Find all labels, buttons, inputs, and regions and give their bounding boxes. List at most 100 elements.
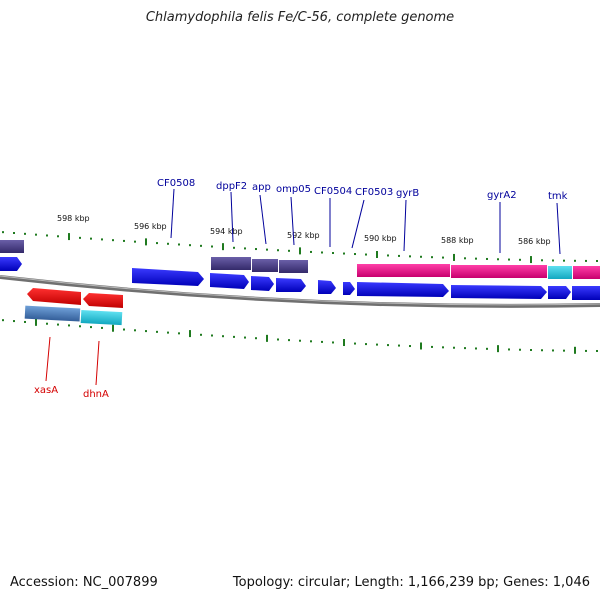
minor-tick — [376, 343, 378, 346]
feature-track-outer — [0, 240, 600, 279]
major-tick — [574, 346, 576, 354]
minor-tick — [156, 330, 158, 333]
minor-tick — [596, 349, 598, 352]
feature-block — [211, 257, 251, 270]
feature-block — [252, 259, 278, 272]
minor-tick — [365, 253, 367, 256]
major-tick — [299, 247, 301, 255]
feature-track-inner — [24, 305, 123, 326]
minor-tick — [387, 344, 389, 347]
minor-tick — [233, 335, 235, 338]
minor-tick — [90, 237, 92, 240]
minor-tick — [486, 347, 488, 350]
cds-arrow — [0, 257, 22, 271]
minor-tick — [13, 231, 15, 234]
minor-tick — [2, 319, 4, 322]
major-tick — [266, 334, 268, 342]
cds-arrow — [572, 286, 600, 300]
minor-tick — [574, 259, 576, 262]
minor-tick — [211, 334, 213, 337]
minor-tick — [167, 331, 169, 334]
minor-tick — [288, 249, 290, 252]
scale-ticks-inner — [2, 318, 598, 354]
minor-tick — [475, 257, 477, 260]
feature-block — [24, 305, 81, 322]
minor-tick — [145, 330, 147, 333]
minor-tick — [123, 328, 125, 331]
minor-tick — [321, 251, 323, 254]
minor-tick — [112, 239, 114, 242]
cds-arrow — [357, 282, 449, 297]
scale-label: 598 kbp — [57, 214, 90, 223]
major-tick — [453, 253, 455, 261]
gene-label: dhnA — [83, 389, 109, 400]
gene-label: CF0504 — [314, 186, 352, 197]
minor-tick — [101, 238, 103, 241]
minor-tick — [101, 326, 103, 329]
minor-tick — [519, 348, 521, 351]
label-leaders-top — [170, 188, 561, 255]
scale-label: 596 kbp — [134, 222, 167, 231]
minor-tick — [563, 349, 565, 352]
gene-label: CF0508 — [157, 178, 195, 189]
minor-tick — [35, 233, 37, 236]
minor-tick — [321, 340, 323, 343]
minor-tick — [508, 258, 510, 261]
minor-tick — [453, 346, 455, 349]
major-tick — [420, 342, 422, 350]
scale-label: 590 kbp — [364, 234, 397, 243]
minor-tick — [332, 341, 334, 344]
minor-tick — [420, 255, 422, 258]
gene-label: CF0503 — [355, 187, 393, 198]
minor-tick — [365, 343, 367, 346]
feature-block — [0, 240, 24, 253]
minor-tick — [398, 344, 400, 347]
major-tick — [343, 339, 345, 347]
minor-tick — [255, 337, 257, 340]
minor-tick — [464, 257, 466, 260]
minor-tick — [200, 244, 202, 247]
label-leaders-bottom — [45, 336, 100, 386]
minor-tick — [200, 333, 202, 336]
feature-block — [548, 266, 572, 279]
minor-tick — [244, 247, 246, 250]
major-tick — [35, 318, 37, 326]
gene-label: gyrB — [396, 188, 419, 199]
major-tick — [222, 243, 224, 251]
minor-tick — [596, 259, 598, 262]
minor-tick — [57, 235, 59, 238]
minor-tick — [156, 242, 158, 245]
scale-labels: 598 kbp 596 kbp 594 kbp 592 kbp 590 kbp … — [57, 214, 551, 246]
gene-label: app — [252, 182, 271, 193]
gene-labels-top: CF0508 dppF2 app omp05 CF0504 CF0503 gyr… — [157, 178, 568, 202]
minor-tick — [233, 246, 235, 249]
gene-label: xasA — [34, 385, 58, 396]
minor-tick — [563, 259, 565, 262]
minor-tick — [530, 349, 532, 352]
scale-ticks-outer — [2, 231, 598, 264]
minor-tick — [46, 234, 48, 237]
genome-summary: Topology: circular; Length: 1,166,239 bp… — [232, 575, 590, 590]
minor-tick — [178, 332, 180, 335]
minor-tick — [123, 239, 125, 242]
cds-arrow — [548, 286, 571, 299]
minor-tick — [552, 259, 554, 262]
gene-label: dppF2 — [216, 181, 247, 192]
cds-arrow — [132, 268, 204, 286]
minor-tick — [552, 349, 554, 352]
minor-tick — [541, 259, 543, 262]
minor-tick — [79, 325, 81, 328]
minor-tick — [24, 320, 26, 323]
minor-tick — [2, 231, 4, 234]
minor-tick — [57, 323, 59, 326]
minor-tick — [508, 348, 510, 351]
minor-tick — [409, 345, 411, 348]
major-tick — [112, 324, 114, 332]
minor-tick — [299, 339, 301, 342]
minor-tick — [332, 252, 334, 255]
minor-tick — [134, 329, 136, 332]
feature-block — [80, 309, 123, 326]
cds-track-forward — [0, 257, 600, 300]
major-tick — [68, 233, 70, 241]
